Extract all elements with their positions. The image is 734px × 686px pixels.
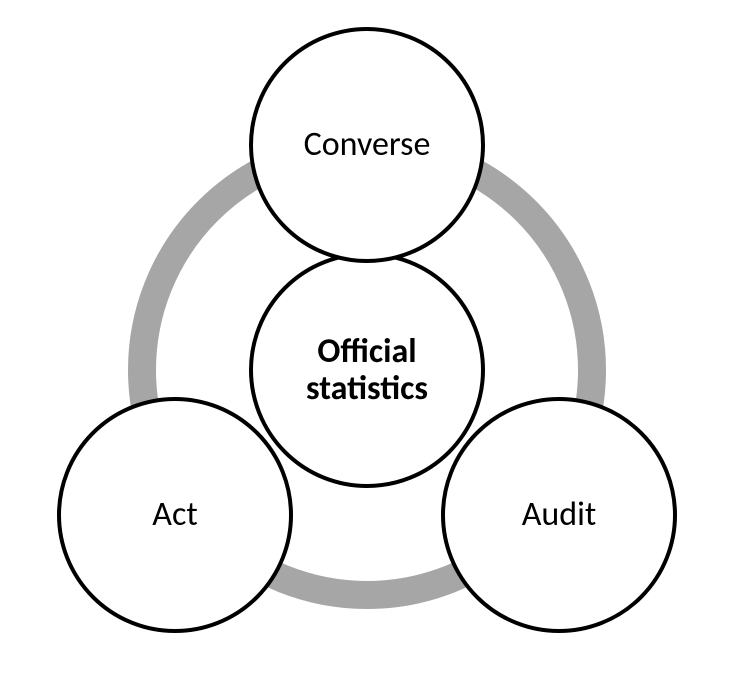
- center-label-line1: Official: [306, 333, 428, 370]
- outer-node-audit-label: Audit: [522, 496, 597, 533]
- outer-node-act-label: Act: [152, 496, 197, 533]
- center-label-line2: statistics: [306, 370, 428, 407]
- outer-node-converse-label: Converse: [304, 126, 431, 163]
- center-node-label: Official statistics: [306, 333, 428, 408]
- outer-node-act: Act: [57, 397, 293, 633]
- cycle-diagram: Official statistics Converse Act Audit: [0, 0, 734, 686]
- outer-node-audit: Audit: [441, 397, 677, 633]
- center-node: Official statistics: [249, 252, 485, 488]
- outer-node-converse: Converse: [249, 27, 485, 263]
